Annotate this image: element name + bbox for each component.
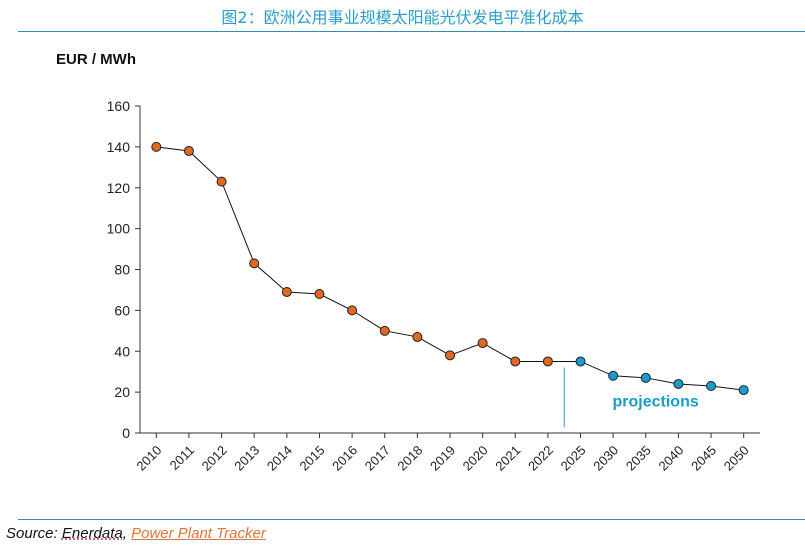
projection-point xyxy=(640,372,651,383)
y-tick-label: 160 xyxy=(107,98,131,114)
x-tick-label: 2021 xyxy=(492,443,523,474)
x-tick-label: 2016 xyxy=(329,443,360,474)
historical-point xyxy=(281,286,292,297)
historical-point xyxy=(412,331,423,342)
projections-annotation: projections xyxy=(613,393,699,410)
historical-point xyxy=(347,305,358,316)
x-tick-label: 2025 xyxy=(558,443,589,474)
y-tick-label: 120 xyxy=(107,180,131,196)
y-tick-label: 40 xyxy=(114,343,130,359)
x-tick-label: 2040 xyxy=(655,443,686,474)
historical-point xyxy=(510,356,521,367)
y-tick-label: 0 xyxy=(122,425,130,441)
source-prefix: Source: xyxy=(6,525,58,542)
y-tick-label: 140 xyxy=(107,139,131,155)
y-tick-label: 100 xyxy=(107,221,131,237)
historical-point xyxy=(249,258,260,269)
x-tick-label: 2017 xyxy=(362,443,393,474)
source-link[interactable]: Power Plant Tracker xyxy=(131,525,266,542)
historical-point xyxy=(542,356,553,367)
x-tick-label: 2022 xyxy=(525,443,556,474)
x-tick-label: 2050 xyxy=(721,443,752,474)
y-axis-label: EUR / MWh xyxy=(56,51,136,68)
historical-point xyxy=(216,176,227,187)
x-tick-label: 2013 xyxy=(231,443,262,474)
x-tick-label: 2018 xyxy=(394,443,425,474)
projection-point xyxy=(673,378,684,389)
x-tick-label: 2014 xyxy=(264,443,295,474)
projection-point xyxy=(608,370,619,381)
historical-point xyxy=(379,325,390,336)
x-tick-label: 2011 xyxy=(167,443,197,473)
chart-title: 图2：欧洲公用事业规模太阳能光伏发电平准化成本 xyxy=(221,8,584,27)
x-tick-label: 2020 xyxy=(460,443,491,474)
x-tick-label: 2030 xyxy=(590,443,621,474)
historical-point xyxy=(183,145,194,156)
x-tick-label: 2035 xyxy=(623,443,654,474)
bottom-divider xyxy=(18,519,805,520)
x-tick-label: 2010 xyxy=(133,443,164,474)
projection-point xyxy=(575,356,586,367)
projection-point xyxy=(738,385,749,396)
x-tick-label: 2015 xyxy=(297,443,328,474)
y-tick-label: 20 xyxy=(114,384,130,400)
historical-point xyxy=(477,338,488,349)
y-tick-label: 60 xyxy=(114,302,130,318)
x-tick-label: 2045 xyxy=(688,443,719,474)
historical-point xyxy=(151,141,162,152)
x-tick-label: 2019 xyxy=(427,443,458,474)
historical-point xyxy=(314,289,325,300)
historical-point xyxy=(445,350,455,361)
projection-point xyxy=(706,380,717,391)
y-tick-label: 80 xyxy=(114,262,130,278)
top-divider xyxy=(18,31,805,32)
source-note: Source: Enerdata, Power Plant Tracker xyxy=(6,525,266,542)
source-name: Enerdata, xyxy=(61,525,127,542)
x-tick-label: 2012 xyxy=(199,443,230,474)
